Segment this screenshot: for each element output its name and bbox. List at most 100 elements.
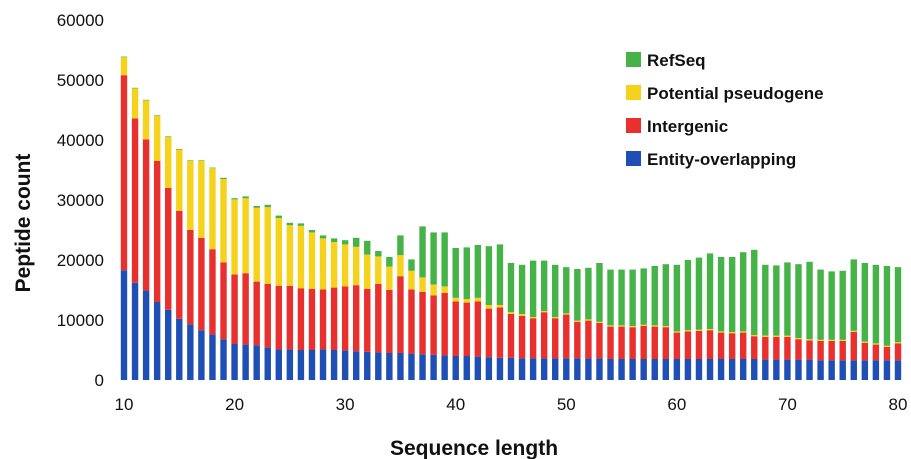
bar-segment-intergenic [264, 284, 271, 348]
bar-segment-refseq [120, 56, 128, 58]
bar-segment-entity-overlapping [142, 290, 150, 380]
bar-segment-refseq [817, 269, 824, 340]
bar-segment-entity-overlapping [585, 358, 592, 380]
bar-segment-intergenic [474, 301, 482, 357]
bar-segment-potential-pseudogene [176, 149, 183, 211]
bar-segment-potential-pseudogene [651, 325, 658, 327]
bar-segment-entity-overlapping [253, 345, 260, 380]
y-tick-label: 60000 [57, 11, 104, 30]
bar-segment-entity-overlapping [695, 359, 703, 380]
bar-segment-entity-overlapping [220, 339, 227, 380]
bar-segment-entity-overlapping [640, 359, 647, 380]
bar-segment-potential-pseudogene [352, 246, 360, 286]
bar-segment-refseq [673, 264, 681, 332]
bar-segment-entity-overlapping [474, 356, 482, 380]
bar-segment-potential-pseudogene [430, 284, 437, 296]
bar-segment-refseq [773, 265, 780, 336]
bar-segment-entity-overlapping [165, 309, 172, 380]
bar-segment-refseq [264, 204, 271, 208]
bar-segment-potential-pseudogene [165, 137, 172, 188]
bar-segment-potential-pseudogene [552, 317, 559, 319]
bar-segment-refseq [286, 222, 294, 226]
bar-segment-entity-overlapping [739, 359, 747, 380]
bar-segment-refseq [839, 270, 846, 340]
bar-segment-potential-pseudogene [762, 335, 769, 337]
bar-segment-intergenic [297, 288, 305, 350]
bar-segment-entity-overlapping [673, 359, 681, 380]
bar-segment-potential-pseudogene [375, 256, 382, 284]
bar-segment-potential-pseudogene [728, 332, 736, 334]
bar-segment-potential-pseudogene [142, 100, 150, 140]
bar-segment-refseq [662, 264, 669, 326]
bar-segment-entity-overlapping [364, 351, 371, 380]
bar-segment-refseq [518, 264, 526, 314]
bar-segment-potential-pseudogene [275, 218, 282, 286]
bar-segment-potential-pseudogene [198, 161, 205, 238]
bar-segment-refseq [187, 160, 194, 161]
bar-segment-entity-overlapping [883, 360, 891, 380]
bar-segment-refseq [142, 99, 150, 101]
bar-segment-entity-overlapping [308, 350, 316, 380]
bar-segment-entity-overlapping [507, 357, 515, 380]
bar-segment-entity-overlapping [330, 350, 338, 380]
x-tick-label: 10 [115, 395, 134, 414]
bar-segment-entity-overlapping [717, 359, 725, 380]
bar-segment-entity-overlapping [375, 352, 382, 380]
bar-segment-intergenic [397, 276, 404, 353]
bar-segment-entity-overlapping [463, 356, 470, 380]
bar-segment-refseq [728, 257, 736, 332]
bar-segment-potential-pseudogene [518, 314, 526, 316]
bar-segment-entity-overlapping [120, 270, 128, 380]
bar-segment-potential-pseudogene [773, 335, 780, 337]
bar-segment-intergenic [220, 262, 227, 340]
bar-segment-refseq [828, 271, 835, 340]
bar-segment-refseq [751, 249, 758, 335]
bar-segment-refseq [894, 267, 902, 343]
y-tick-label: 30000 [57, 191, 104, 210]
bar-segment-potential-pseudogene [640, 324, 647, 326]
y-tick-label: 40000 [57, 131, 104, 150]
bar-segment-potential-pseudogene [253, 207, 260, 282]
bar-segment-refseq [165, 136, 172, 137]
bar-segment-intergenic [618, 326, 625, 359]
axes-group: 10 20 30 40 50 60 70 80 0 10000 20000 30000 40000 500… [57, 11, 908, 414]
bar-segment-potential-pseudogene [364, 254, 371, 289]
bar-segment-potential-pseudogene [596, 321, 603, 323]
bar-segment-refseq [408, 259, 415, 271]
bar-segment-potential-pseudogene [795, 338, 802, 340]
bar-segment-potential-pseudogene [231, 199, 238, 275]
bar-segment-refseq [176, 149, 183, 150]
bar-segment-intergenic [673, 332, 681, 359]
bar-segment-entity-overlapping [563, 358, 570, 380]
bar-segment-entity-overlapping [662, 359, 669, 380]
bar-segment-intergenic [408, 289, 415, 354]
bar-segment-entity-overlapping [684, 359, 692, 380]
bar-segment-entity-overlapping [629, 359, 636, 380]
bar-segment-potential-pseudogene [706, 329, 714, 331]
bar-segment-intergenic [706, 330, 714, 359]
bar-segment-potential-pseudogene [684, 330, 692, 332]
bar-segment-intergenic [773, 336, 780, 360]
bar-segment-refseq [850, 259, 857, 331]
bar-segment-refseq [618, 269, 625, 326]
bar-segment-refseq [640, 268, 647, 325]
bar-segment-refseq [364, 240, 371, 255]
bar-segment-entity-overlapping [706, 359, 714, 380]
bar-segment-refseq [330, 238, 338, 242]
bar-segment-intergenic [894, 343, 902, 361]
bar-segment-intergenic [518, 315, 526, 359]
bar-segment-refseq [706, 253, 714, 329]
bar-segment-entity-overlapping [187, 324, 194, 380]
bar-segment-potential-pseudogene [607, 325, 614, 327]
x-tick-label: 20 [225, 395, 244, 414]
bar-segment-refseq [596, 263, 603, 322]
bar-segment-entity-overlapping [131, 282, 139, 380]
bar-segment-intergenic [142, 139, 150, 291]
legend-swatch [626, 118, 641, 133]
bar-segment-intergenic [330, 287, 338, 350]
bar-segment-intergenic [828, 341, 835, 361]
bar-segment-refseq [762, 264, 769, 336]
bar-segment-intergenic [430, 295, 437, 355]
bar-segment-potential-pseudogene [507, 312, 515, 314]
